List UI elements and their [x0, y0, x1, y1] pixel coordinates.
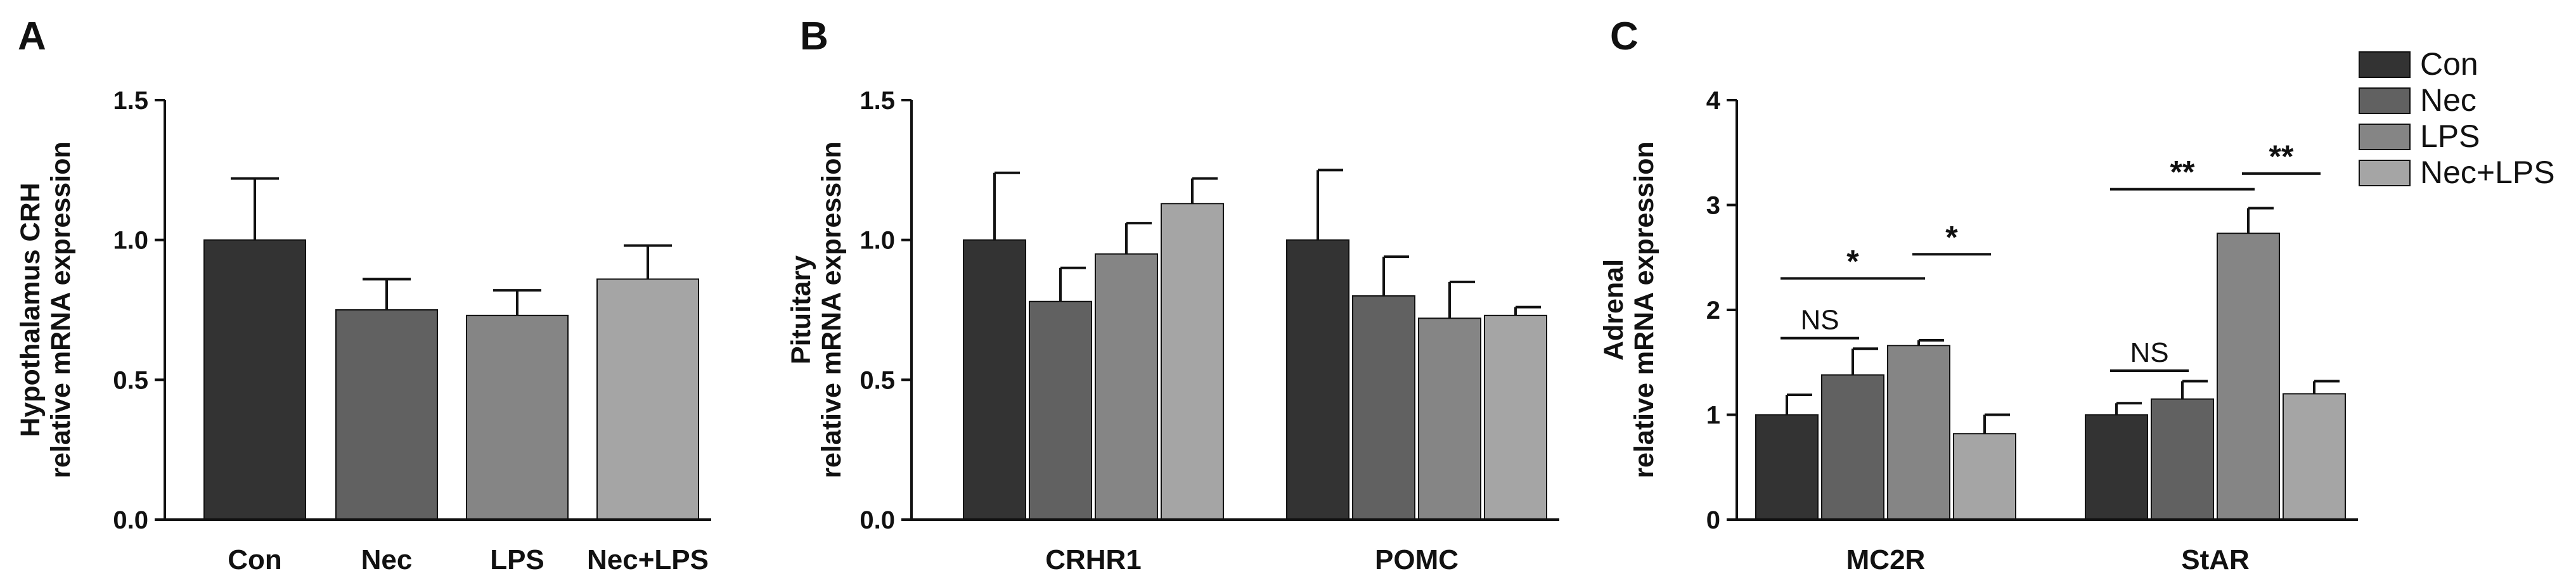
y-axis-title: Hypothalamus CRHrelative mRNA expression — [15, 141, 76, 478]
legend-swatch — [2359, 51, 2411, 78]
significance-label: ** — [2170, 155, 2195, 190]
x-tick-label: MC2R — [1846, 544, 1926, 575]
panel-letter: B — [800, 15, 828, 58]
bar — [1887, 345, 1950, 521]
x-tick-label: POMC — [1375, 544, 1459, 575]
legend-label: Nec+LPS — [2420, 155, 2555, 190]
x-tick-label: Nec — [361, 544, 413, 575]
y-tick-label: 1.0 — [860, 227, 895, 255]
panel-c: C 0 1 2 3 4 Adrenalrelative mRNA expression MC2… — [1599, 15, 2358, 575]
panel-b: B 0.0 0.5 1.0 1.5 Pituitaryrelative mRNA expr… — [786, 15, 1559, 575]
bar — [963, 239, 1026, 520]
y-tick-label: 0.0 — [113, 506, 148, 534]
significance-label: ** — [2269, 139, 2294, 174]
y-tick-label: 1.0 — [113, 227, 148, 255]
legend-swatch — [2359, 87, 2411, 114]
significance-label: NS — [1800, 305, 1839, 336]
y-tick-label: 0.5 — [113, 366, 148, 394]
bar — [1755, 414, 1819, 520]
y-axis-title-line: relative mRNA expression — [816, 141, 847, 478]
bar — [1161, 203, 1224, 520]
x-tick-label: Con — [228, 544, 282, 575]
bar — [1095, 253, 1158, 520]
y-tick-label: 2 — [1706, 297, 1720, 324]
y-axis-title-line: Pituitary — [786, 255, 816, 364]
legend-swatch — [2359, 124, 2411, 150]
legend-swatch — [2359, 160, 2411, 186]
bar — [1352, 295, 1415, 520]
y-axis-title-line: relative mRNA expression — [1629, 141, 1659, 478]
y-tick-label: 3 — [1706, 192, 1720, 220]
legend-label: Nec — [2420, 82, 2476, 118]
x-tick-label: LPS — [490, 544, 544, 575]
panel-a: A 0.0 0.5 1.0 1.5 Hypothalamus CRHrelative mR… — [15, 15, 711, 575]
y-axis-title-line: Hypothalamus CRH — [15, 183, 46, 437]
bar — [1418, 317, 1481, 520]
x-tick-label: CRHR1 — [1045, 544, 1142, 575]
significance-label: * — [1846, 243, 1859, 279]
bar — [1029, 300, 1092, 520]
y-axis-title-line: relative mRNA expression — [46, 141, 76, 478]
y-axis-title-line: Adrenal — [1599, 259, 1629, 361]
y-tick-label: 1.5 — [113, 87, 148, 115]
panel-letter: A — [18, 15, 46, 58]
y-tick-label: 0.0 — [860, 506, 895, 534]
bar — [2151, 398, 2214, 520]
bar — [596, 278, 699, 520]
significance-label: NS — [2130, 337, 2168, 368]
legend-label: Con — [2420, 46, 2478, 82]
bar — [1821, 374, 1884, 520]
bar — [1286, 239, 1349, 520]
y-tick-label: 1 — [1706, 402, 1720, 430]
bar — [2085, 414, 2148, 520]
y-axis-title: Adrenalrelative mRNA expression — [1599, 141, 1659, 478]
y-tick-label: 4 — [1706, 87, 1721, 115]
bar — [1953, 433, 2016, 520]
y-tick-label: 0.5 — [860, 366, 895, 394]
significance-label: * — [1945, 219, 1958, 255]
y-tick-label: 1.5 — [860, 87, 895, 115]
bar — [2283, 393, 2346, 521]
x-tick-label: StAR — [2181, 544, 2250, 575]
x-tick-label: Nec+LPS — [587, 544, 709, 575]
bar — [2217, 233, 2280, 520]
bar — [1484, 314, 1547, 520]
bar — [203, 239, 306, 520]
y-axis-title: Pituitaryrelative mRNA expression — [786, 141, 847, 478]
panel-letter: C — [1610, 15, 1639, 58]
y-tick-label: 0 — [1706, 506, 1720, 534]
bar — [466, 314, 569, 520]
legend-label: LPS — [2420, 119, 2480, 154]
bar — [335, 309, 438, 520]
